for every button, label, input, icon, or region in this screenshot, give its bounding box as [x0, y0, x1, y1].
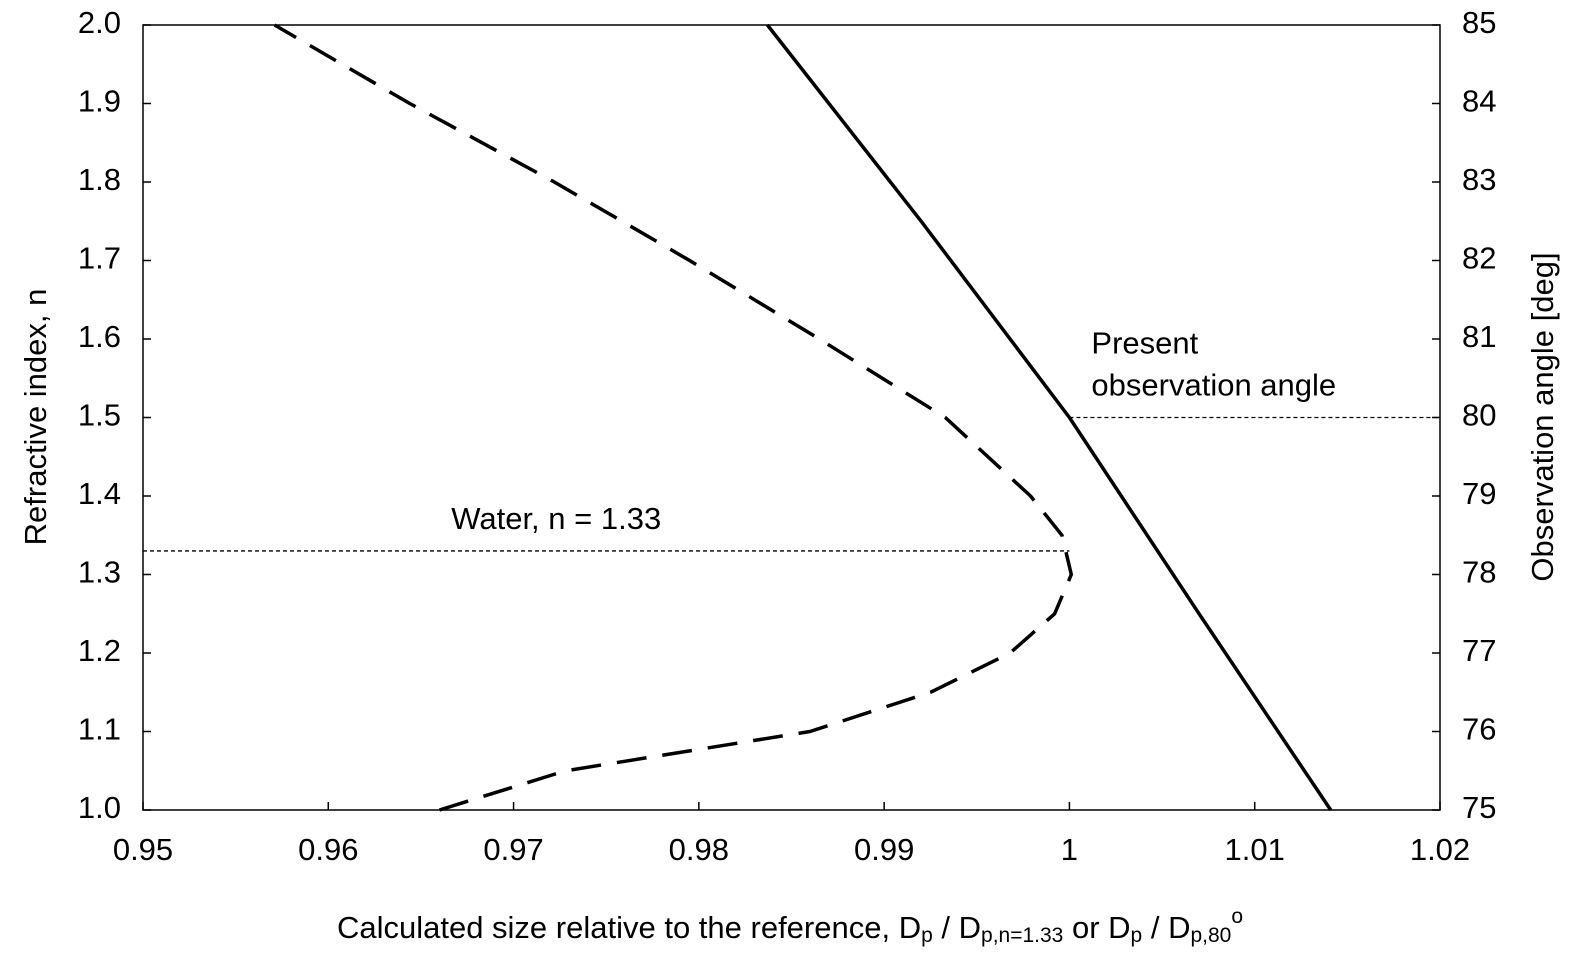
- series-line: [766, 23, 1333, 811]
- x-tick-label: 0.96: [298, 832, 358, 867]
- x-axis-label-part: p: [921, 924, 933, 947]
- y2-tick-label: 78: [1462, 555, 1496, 590]
- x-tick-label: 0.97: [483, 832, 543, 867]
- y-tick-label: 1.3: [78, 555, 121, 590]
- y2-tick-label: 77: [1462, 633, 1496, 668]
- reference-label: Water, n = 1.33: [451, 501, 661, 536]
- x-axis-label-part: o: [1231, 905, 1243, 928]
- y-tick-label: 1.0: [78, 790, 121, 825]
- x-axis-label-part: / D: [1142, 910, 1190, 945]
- y2-tick-label: 76: [1462, 712, 1496, 747]
- x-axis-label: Calculated size relative to the referenc…: [337, 905, 1243, 947]
- y2-axis-label: Observation angle [deg]: [1525, 252, 1560, 581]
- y-tick-label: 1.9: [78, 84, 121, 119]
- y2-tick-label: 82: [1462, 241, 1496, 276]
- y-tick-label: 1.5: [78, 398, 121, 433]
- x-tick-label: 1.02: [1410, 832, 1470, 867]
- reference-label: Present: [1091, 326, 1198, 361]
- x-axis-label-part: or D: [1063, 910, 1130, 945]
- y2-tick-label: 80: [1462, 398, 1496, 433]
- y-tick-label: 1.2: [78, 633, 121, 668]
- y-tick-label: 1.4: [78, 476, 121, 511]
- x-tick-label: 1: [1061, 832, 1078, 867]
- y-axis-label: Refractive index, n: [18, 289, 53, 546]
- x-axis-label-part: p,80: [1190, 924, 1231, 947]
- y2-tick-label: 81: [1462, 319, 1496, 354]
- y2-tick-label: 85: [1462, 5, 1496, 40]
- reference-label: observation angle: [1091, 368, 1336, 403]
- x-axis-label-part: Calculated size relative to the referenc…: [337, 910, 921, 945]
- series-line: [273, 23, 1074, 812]
- y2-tick-label: 79: [1462, 476, 1496, 511]
- x-tick-label: 0.99: [854, 832, 914, 867]
- y-tick-label: 1.8: [78, 162, 121, 197]
- y2-tick-label: 84: [1462, 84, 1496, 119]
- x-axis-label-part: p,n=1.33: [981, 924, 1063, 947]
- x-tick-label: 0.98: [669, 832, 729, 867]
- y-tick-label: 2.0: [78, 5, 121, 40]
- y-tick-label: 1.7: [78, 241, 121, 276]
- x-tick-label: 0.95: [113, 832, 173, 867]
- y2-tick-label: 75: [1462, 790, 1496, 825]
- x-axis-label-part: / D: [933, 910, 981, 945]
- y-tick-label: 1.6: [78, 319, 121, 354]
- x-axis-label-part: p: [1131, 924, 1143, 947]
- x-tick-label: 1.01: [1225, 832, 1285, 867]
- y-tick-label: 1.1: [78, 712, 121, 747]
- y2-tick-label: 83: [1462, 162, 1496, 197]
